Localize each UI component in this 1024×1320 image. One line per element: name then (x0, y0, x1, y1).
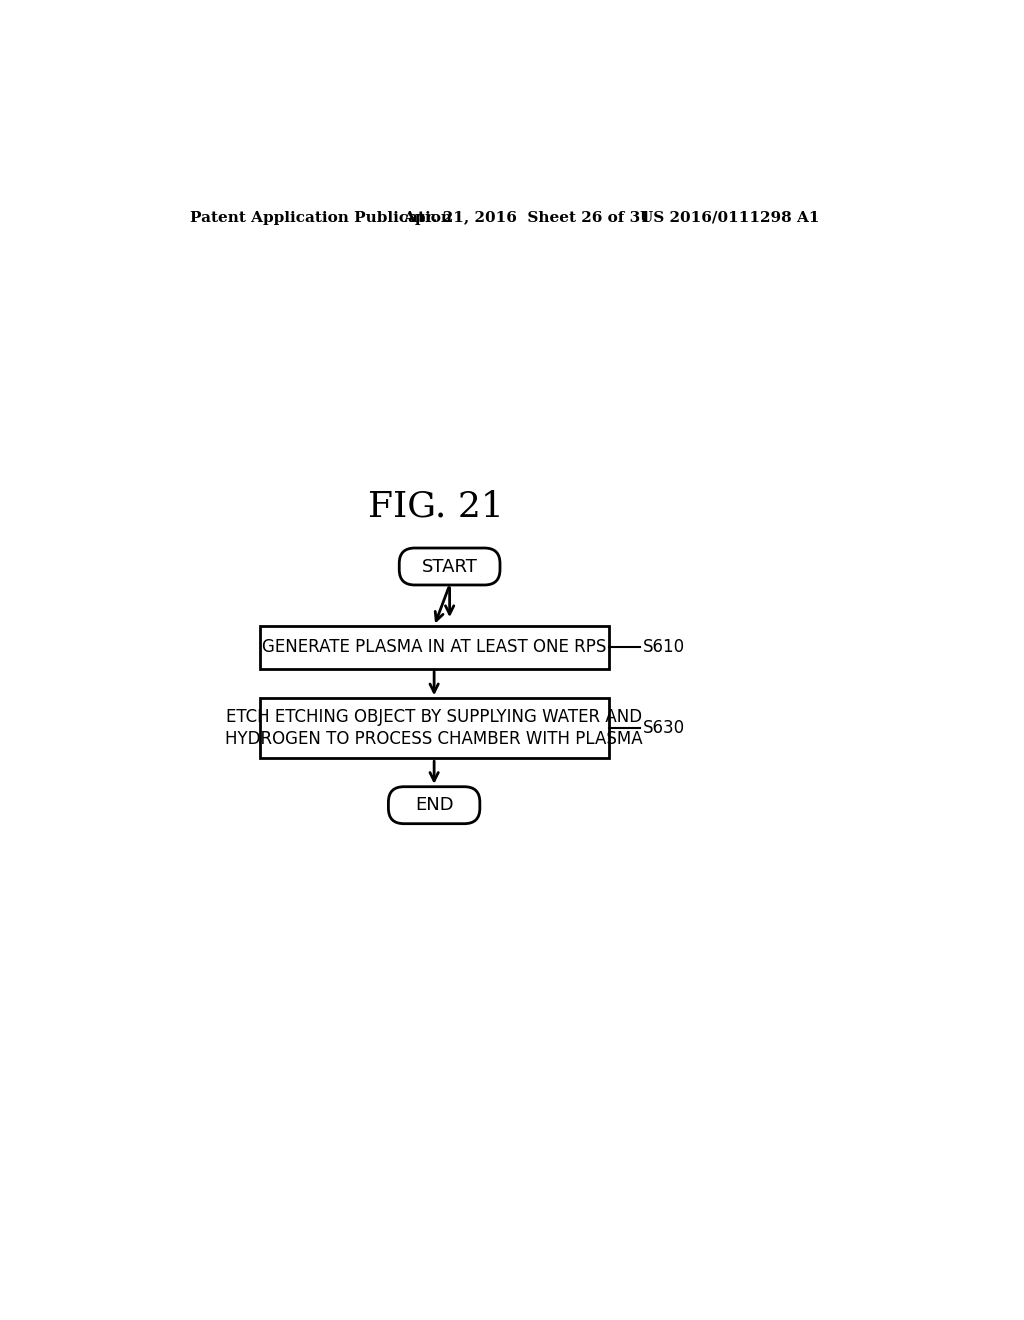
Text: FIG. 21: FIG. 21 (369, 490, 504, 524)
Text: US 2016/0111298 A1: US 2016/0111298 A1 (640, 211, 819, 224)
FancyBboxPatch shape (260, 698, 608, 758)
Text: Patent Application Publication: Patent Application Publication (190, 211, 452, 224)
Text: GENERATE PLASMA IN AT LEAST ONE RPS: GENERATE PLASMA IN AT LEAST ONE RPS (262, 639, 606, 656)
Text: S610: S610 (643, 639, 685, 656)
Text: ETCH ETCHING OBJECT BY SUPPLYING WATER AND: ETCH ETCHING OBJECT BY SUPPLYING WATER A… (226, 709, 642, 726)
Text: S630: S630 (643, 719, 685, 737)
Text: END: END (415, 796, 454, 814)
Text: Apr. 21, 2016  Sheet 26 of 31: Apr. 21, 2016 Sheet 26 of 31 (403, 211, 651, 224)
FancyBboxPatch shape (399, 548, 500, 585)
Text: START: START (422, 557, 477, 576)
FancyBboxPatch shape (260, 626, 608, 668)
FancyBboxPatch shape (388, 787, 480, 824)
Text: HYDROGEN TO PROCESS CHAMBER WITH PLASMA: HYDROGEN TO PROCESS CHAMBER WITH PLASMA (225, 730, 643, 748)
